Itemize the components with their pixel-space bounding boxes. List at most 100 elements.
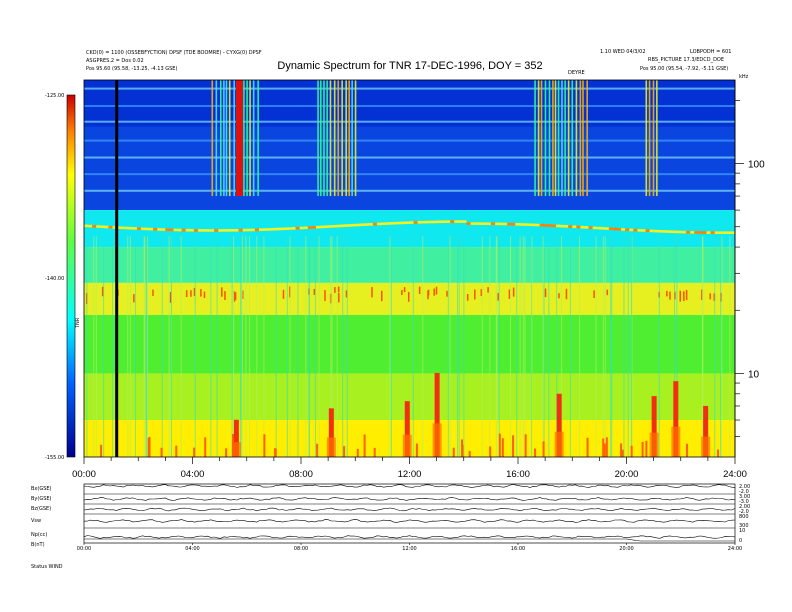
ridge-cell [177,228,182,232]
emission-spot [446,290,448,297]
vertical-streak [346,236,348,457]
vertical-streak [578,236,580,457]
ridge-cell [340,224,345,228]
ridge-cell [682,230,687,234]
panel-frame [83,483,736,544]
ridge-cell [409,221,414,224]
ridge-cell [116,226,121,229]
vertical-streak [135,236,137,457]
emission-spot [185,290,188,298]
orange-burst [671,426,681,457]
upper-streak [252,80,255,197]
ridge-cell [425,220,430,224]
vertical-streak [561,236,563,457]
panel-xtick-label: 16:00 [511,546,525,552]
ridge-cell [173,228,178,232]
ridge-cell [470,222,475,225]
ridge-cell [360,223,365,227]
red-spot [686,443,689,457]
vertical-streak [245,236,247,457]
red-spot [193,447,196,457]
ridge-cell [157,228,162,231]
emission-spot [701,289,703,301]
ridge-cell [592,226,597,230]
ridge-cell [271,227,276,231]
ridge-cell [206,229,211,232]
ridge-cell [279,227,284,231]
ridge-cell [641,229,646,232]
vertical-streak [389,236,391,457]
upper-streak [333,80,336,197]
upper-streak [223,80,225,197]
ridge-cell [474,222,479,225]
ridge-cell [661,230,666,233]
vertical-streak [275,236,277,457]
red-spot [489,446,492,457]
vertical-streak [702,236,704,457]
band-striation [84,189,735,192]
emission-spot [313,288,316,295]
ridge-cell [669,230,675,234]
upper-streak [219,80,222,197]
orange-burst [432,423,442,457]
ridge-cell [433,220,439,224]
ridge-cell [539,223,544,227]
ytick-label-10: 10 [748,369,760,380]
ridge-cell [246,228,251,232]
ridge-cell [535,223,540,227]
ridge-cell [295,226,300,230]
upper-streak [233,80,236,197]
upper-streak [561,80,563,197]
ridge-cell [401,221,406,225]
vertical-streak [658,236,660,457]
emission-spot [466,294,469,301]
xtick-label-0: 00:00 [72,469,96,480]
emission-spot [593,290,595,299]
band-striation [84,156,735,159]
emission-spot [685,289,688,301]
ridge-cell [617,227,622,231]
data-gap-line [115,80,119,457]
vertical-streak [318,236,320,457]
panel-range-bottom: -3.0 [739,499,749,505]
vertical-streak [305,236,307,457]
vertical-streak [95,236,97,457]
emission-spot [221,287,223,297]
red-spot [542,441,545,457]
ridge-cell [161,228,166,231]
ridge-cell [356,223,361,227]
red-spot [620,443,623,457]
ridge-cell [201,229,207,232]
ridge-cell [136,227,142,230]
xtick-label-4: 16:00 [506,469,530,480]
emission-spot [709,293,711,300]
vertical-streak [297,236,299,457]
ridge-cell [486,222,492,226]
emission-spot [152,289,154,296]
ridge-cell [210,229,215,232]
red-spot [605,437,608,457]
emission-spot [190,290,192,297]
xtick-label-1: 04:00 [181,469,205,480]
emission-spot [427,290,429,300]
red-burst [651,396,657,457]
panel-range-bottom: 0 [739,538,742,544]
vertical-streak [496,236,498,457]
corner-unit-label: kHz [739,74,749,80]
ridge-cell [482,222,487,225]
ridge-cell [678,230,683,234]
red-spot [373,447,376,457]
red-spot [602,438,605,457]
panel-xtick-label: 00:00 [77,546,91,552]
ridge-cell [344,224,349,227]
upper-streak [225,80,228,197]
ridge-cell [523,223,528,226]
emission-spot [345,290,348,298]
vertical-streak [721,236,723,457]
red-spot [148,436,151,457]
ridge-cell [181,228,186,232]
vertical-streak [241,236,243,457]
ridge-cell [531,223,536,227]
upper-streak [548,80,551,197]
emission-spot [203,291,206,299]
